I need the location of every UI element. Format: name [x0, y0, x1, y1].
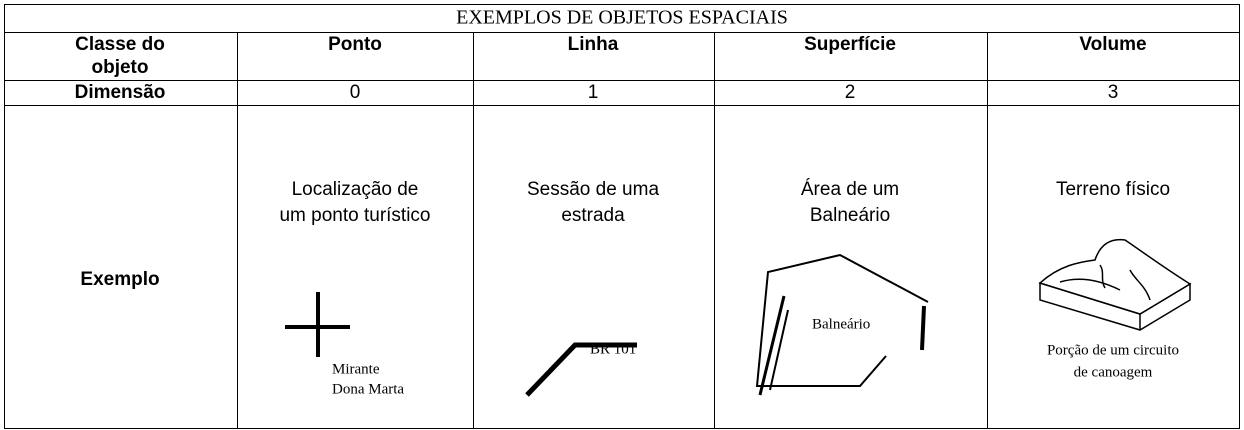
column-header: Linha — [568, 34, 619, 55]
example-text: Balneário — [810, 205, 890, 226]
caption: de canoagem — [1074, 364, 1153, 380]
dimension-value: 2 — [845, 82, 856, 103]
example-text: um ponto turístico — [279, 205, 430, 226]
caption: Mirante — [332, 361, 380, 377]
dimension-label: Dimensão — [75, 82, 166, 103]
volume-icon — [1038, 238, 1192, 331]
caption: Balneário — [812, 316, 870, 332]
point-icon — [285, 292, 350, 357]
example-text: Localização de — [292, 179, 419, 200]
column-header: Ponto — [328, 34, 382, 55]
example-text: Área de um — [801, 179, 899, 200]
header-label: Classe do — [75, 34, 165, 55]
example-label: Exemplo — [80, 269, 159, 290]
header-label: objeto — [92, 57, 149, 78]
column-header: Volume — [1079, 34, 1146, 55]
caption: Porção de um circuito — [1047, 342, 1179, 358]
table-border — [4, 4, 1240, 429]
line-icon — [525, 342, 637, 397]
grid — [4, 32, 1240, 429]
example-text: Sessão de uma — [527, 179, 659, 200]
surface-icon — [755, 253, 929, 396]
caption: Dona Marta — [332, 381, 404, 397]
dimension-value: 1 — [588, 82, 599, 103]
title: EXEMPLOS DE OBJETOS ESPACIAIS — [456, 7, 788, 29]
column-header: Superfície — [804, 34, 896, 55]
dimension-value: 3 — [1108, 82, 1119, 103]
example-text: estrada — [561, 205, 625, 226]
dimension-value: 0 — [350, 82, 361, 103]
caption: BR 101 — [590, 341, 636, 357]
example-text: Terreno físico — [1056, 179, 1170, 200]
